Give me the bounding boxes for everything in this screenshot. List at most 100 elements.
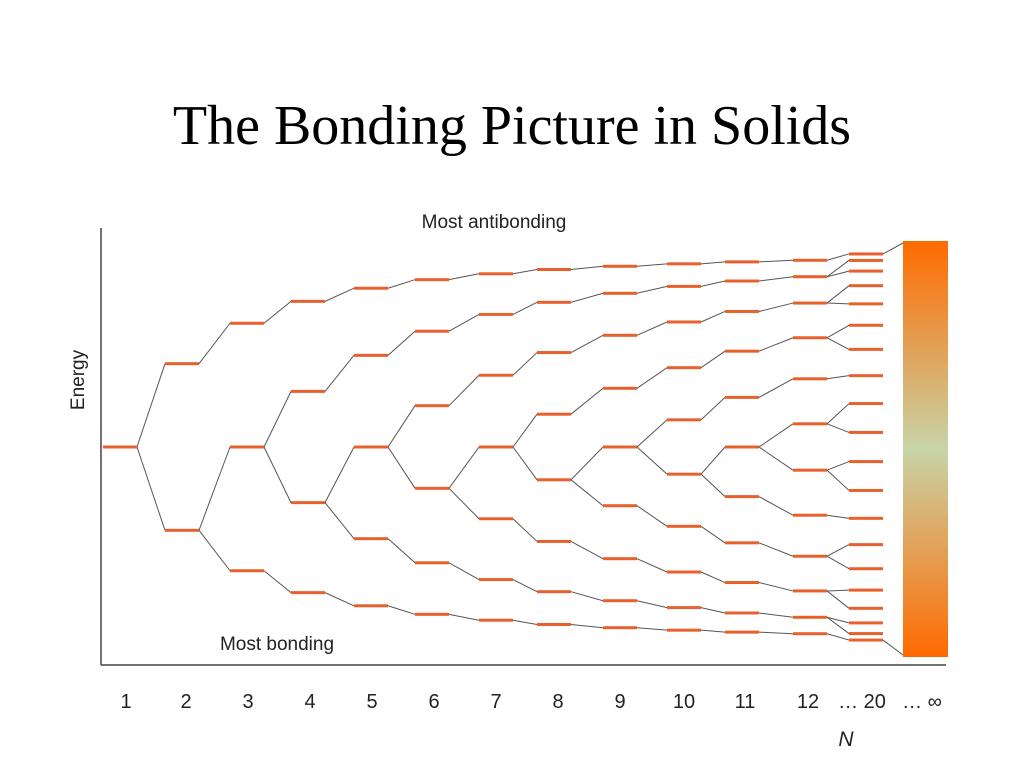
orbital-connector [700, 525, 726, 544]
energy-level [793, 422, 827, 426]
energy-level [849, 567, 883, 571]
orbital-connector [758, 337, 794, 352]
orbital-connector [198, 530, 231, 572]
x-tick-label: … ∞ [902, 691, 942, 713]
orbital-connector [387, 279, 416, 289]
orbital-connector [570, 479, 604, 507]
orbital-connector [570, 591, 604, 602]
orbital-connector [636, 600, 668, 609]
energy-level [415, 612, 449, 616]
orbital-connector [700, 571, 726, 583]
orbital-connector [448, 273, 480, 281]
x-axis-label: N [838, 728, 854, 751]
orbital-connector [570, 265, 604, 271]
energy-level [537, 300, 571, 304]
orbital-connector [826, 270, 850, 278]
energy-level [667, 284, 701, 288]
energy-level [291, 591, 325, 595]
energy-level [849, 621, 883, 625]
x-tick-label: 2 [180, 691, 191, 713]
energy-level [793, 513, 827, 517]
band-edge-connector [882, 639, 904, 656]
energy-level [849, 284, 883, 288]
orbital-connector [324, 502, 355, 539]
energy-level [667, 320, 701, 324]
orbital-connector [448, 613, 480, 621]
energy-level [849, 516, 883, 520]
energy-level [725, 541, 759, 545]
orbital-connector [636, 558, 668, 573]
energy-level [725, 279, 759, 283]
energy-level [603, 333, 637, 337]
energy-level [603, 599, 637, 603]
x-tick-label: 5 [366, 691, 377, 713]
energy-level [793, 589, 827, 593]
x-tick-label: 12 [797, 691, 819, 713]
band-edge-connector [882, 242, 904, 255]
energy-level [415, 561, 449, 565]
orbital-connector [758, 631, 794, 635]
orbital-connector [512, 301, 538, 315]
energy-level [415, 404, 449, 408]
energy-level [849, 258, 883, 262]
orbital-connector [387, 605, 416, 615]
energy-level [479, 517, 513, 521]
y-axis-label: Energy [68, 349, 89, 410]
orbital-connector [570, 446, 604, 481]
orbital-connector [758, 423, 794, 448]
orbital-connector [826, 461, 850, 471]
orbital-connector [700, 280, 726, 287]
orbital-connector [198, 322, 231, 364]
orbital-connector [263, 446, 292, 503]
orbital-connector [636, 263, 668, 267]
energy-level [849, 638, 883, 642]
x-tick-label: … 20 [838, 691, 886, 713]
orbital-connector [263, 391, 292, 448]
energy-level [667, 418, 701, 422]
orbital-connector [758, 302, 794, 312]
orbital-connector [758, 259, 794, 263]
energy-level [849, 347, 883, 351]
energy-level [793, 336, 827, 340]
orbital-connector [826, 403, 850, 425]
orbital-connector [636, 627, 668, 631]
orbital-connector [636, 419, 668, 448]
orbital-connector [700, 311, 726, 323]
orbital-connector [826, 616, 850, 634]
energy-level [849, 402, 883, 406]
energy-level [537, 590, 571, 594]
orbital-connector [324, 355, 355, 392]
energy-level [725, 581, 759, 585]
energy-level [793, 632, 827, 636]
top-label: Most antibonding [422, 212, 567, 233]
orbital-connector [570, 623, 604, 629]
energy-level [725, 349, 759, 353]
energy-level [793, 275, 827, 279]
x-tick-label: 7 [490, 691, 501, 713]
energy-level [603, 386, 637, 390]
orbital-connector [700, 397, 726, 421]
energy-level [849, 430, 883, 434]
energy-level [415, 278, 449, 282]
orbital-connector [826, 555, 850, 570]
orbital-connector [700, 261, 726, 265]
energy-level [793, 615, 827, 619]
energy-level [793, 554, 827, 558]
energy-level [354, 537, 388, 541]
orbital-connector [570, 541, 604, 560]
x-tick-label: 10 [673, 691, 695, 713]
energy-level [725, 395, 759, 399]
orbital-connector [826, 260, 850, 278]
orbital-connector [387, 538, 416, 564]
orbital-connector [826, 589, 850, 592]
energy-level [537, 478, 571, 482]
orbital-connector [570, 334, 604, 353]
energy-level [537, 268, 571, 272]
orbital-connector [512, 352, 538, 376]
energy-level [849, 606, 883, 610]
orbital-connector [448, 446, 480, 489]
energy-level [479, 272, 513, 276]
energy-level [603, 626, 637, 630]
orbital-connector [387, 330, 416, 356]
